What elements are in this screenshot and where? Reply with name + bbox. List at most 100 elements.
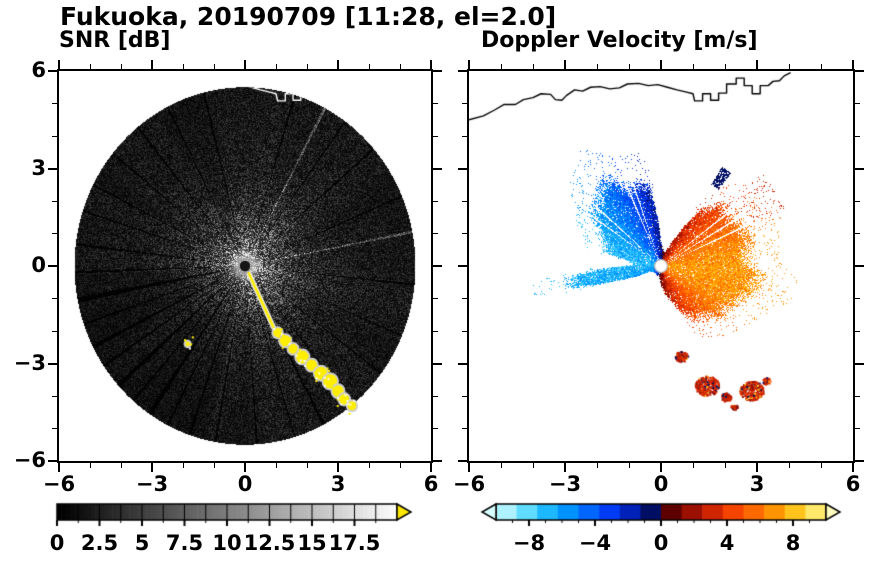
- x-tick-label: 3: [749, 472, 765, 496]
- axis-tick: [462, 330, 467, 332]
- axis-tick: [89, 64, 91, 69]
- axis-tick: [820, 64, 822, 69]
- y-tick-label: 3: [31, 155, 46, 180]
- colorbar-tick-label: 17.5: [328, 531, 381, 555]
- axis-tick: [596, 463, 598, 468]
- axis-tick: [532, 463, 534, 468]
- x-tick-label: −3: [548, 472, 582, 496]
- axis-tick: [855, 298, 860, 299]
- axis-tick: [337, 60, 339, 69]
- axis-tick: [368, 64, 370, 69]
- axis-tick: [306, 64, 308, 69]
- axis-tick: [306, 463, 308, 468]
- axis-tick: [433, 103, 438, 104]
- x-tick-label: 6: [423, 472, 439, 496]
- axis-tick: [48, 362, 57, 365]
- y-tick-label: 6: [31, 58, 46, 82]
- y-tick-label: 0: [31, 253, 46, 277]
- colorbar-tick-label: 0: [653, 531, 669, 555]
- axis-tick: [532, 64, 534, 69]
- colorbar-tick-label: 15: [297, 531, 327, 555]
- colorbar-tick-label: 0: [49, 531, 65, 555]
- doppler-panel-title: Doppler Velocity [m/s]: [481, 28, 758, 53]
- colorbar-tick-label: 12.5: [243, 531, 296, 555]
- axis-tick: [756, 463, 758, 472]
- colorbar-tick-label: 2.5: [80, 531, 119, 555]
- axis-tick: [564, 463, 566, 472]
- snr-plot-frame: [57, 69, 433, 463]
- axis-tick: [430, 60, 432, 69]
- axis-tick: [244, 463, 246, 472]
- axis-tick: [433, 200, 438, 202]
- axis-tick: [852, 60, 854, 69]
- axis-tick: [855, 233, 860, 234]
- axis-tick: [596, 64, 598, 69]
- axis-tick: [433, 395, 438, 397]
- axis-tick: [399, 64, 401, 69]
- y-tick-label: −6: [13, 448, 46, 472]
- axis-tick: [182, 64, 184, 69]
- axis-tick: [433, 70, 442, 72]
- axis-tick: [855, 103, 860, 104]
- axis-tick: [855, 428, 860, 429]
- axis-tick: [52, 298, 57, 299]
- colorbar-tick-label: 8: [785, 531, 801, 555]
- axis-tick: [462, 103, 467, 104]
- axis-tick: [52, 200, 57, 202]
- axis-tick: [52, 428, 57, 429]
- axis-tick: [564, 60, 566, 69]
- axis-tick: [120, 463, 122, 468]
- axis-tick: [855, 330, 860, 332]
- axis-tick: [399, 463, 401, 468]
- axis-tick: [462, 200, 467, 202]
- x-tick-label: 6: [845, 472, 861, 496]
- axis-tick: [458, 70, 467, 72]
- axis-tick: [458, 265, 467, 267]
- axis-tick: [52, 395, 57, 397]
- axis-tick: [213, 64, 215, 69]
- axis-tick: [462, 298, 467, 299]
- axis-tick: [151, 463, 153, 472]
- axis-tick: [89, 463, 91, 468]
- x-tick-label: 3: [330, 472, 346, 496]
- x-tick-label: −6: [452, 472, 486, 496]
- colorbar-tick-label: −4: [578, 531, 612, 555]
- axis-tick: [433, 298, 438, 299]
- axis-tick: [458, 167, 467, 170]
- axis-tick: [433, 135, 438, 137]
- axis-tick: [275, 463, 277, 468]
- axis-tick: [433, 330, 438, 332]
- colorbar-tick-label: −8: [512, 531, 546, 555]
- axis-tick: [52, 233, 57, 234]
- axis-tick: [788, 64, 790, 69]
- axis-tick: [48, 70, 57, 72]
- axis-tick: [852, 463, 854, 472]
- axis-tick: [275, 64, 277, 69]
- axis-tick: [724, 64, 726, 69]
- axis-tick: [756, 60, 758, 69]
- snr-radar-image: [59, 71, 431, 461]
- axis-tick: [120, 64, 122, 69]
- axis-tick: [500, 64, 502, 69]
- axis-tick: [433, 428, 438, 429]
- axis-tick: [462, 428, 467, 429]
- axis-tick: [52, 330, 57, 332]
- axis-tick: [660, 60, 662, 69]
- colorbar-tick-label: 4: [719, 531, 735, 555]
- axis-tick: [433, 362, 442, 365]
- axis-tick: [855, 395, 860, 397]
- axis-tick: [628, 463, 630, 468]
- axis-tick: [458, 460, 467, 462]
- axis-tick: [788, 463, 790, 468]
- axis-tick: [58, 463, 60, 472]
- axis-tick: [468, 60, 470, 69]
- axis-tick: [244, 60, 246, 69]
- axis-tick: [628, 64, 630, 69]
- x-tick-label: 0: [237, 472, 253, 496]
- axis-tick: [58, 60, 60, 69]
- x-tick-label: −3: [135, 472, 169, 496]
- axis-tick: [692, 463, 694, 468]
- axis-tick: [500, 463, 502, 468]
- snr-colorbar: [40, 502, 440, 528]
